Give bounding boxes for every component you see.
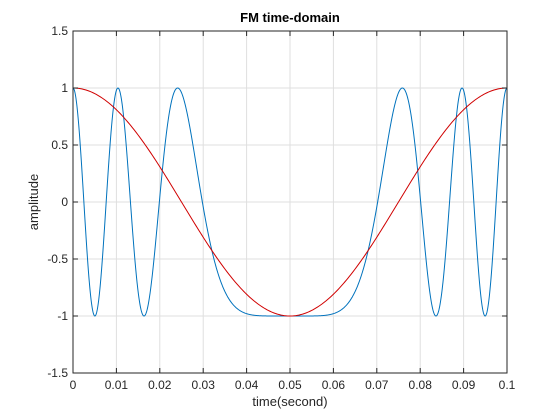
series-group [72,87,508,317]
x-tick-label: 0.09 [452,378,476,392]
x-tick-label: 0.01 [105,378,129,392]
y-axis-label: amplitude [26,174,41,230]
y-tick-label: 0.5 [51,138,68,152]
y-tick-labels: -1.5 -1 -0.5 0 0.5 1 1.5 [47,24,68,380]
x-tick-label: 0.03 [192,378,216,392]
x-tick-label: 0.07 [365,378,389,392]
y-tick-label: -1 [57,309,68,323]
x-tick-label: 0 [70,378,77,392]
x-tick-label: 0.06 [322,378,346,392]
x-tick-label: 0.08 [409,378,433,392]
chart-title: FM time-domain [240,10,340,25]
x-tick-label: 0.04 [235,378,259,392]
y-tick-label: 1.5 [51,24,68,38]
message-signal-line [72,87,508,317]
y-tick-label: 0 [61,195,68,209]
x-tick-label: 0.05 [278,378,302,392]
x-tick-labels: 0 0.01 0.02 0.03 0.04 0.05 0.06 0.07 0.08 0.09 0.1 [70,378,516,392]
y-tick-label: 1 [61,81,68,95]
y-tick-label: -0.5 [47,252,68,266]
x-tick-label: 0.1 [499,378,516,392]
y-tick-label: -1.5 [47,366,68,380]
tick-marks [72,30,508,374]
x-axis-label: time(second) [252,394,327,409]
x-tick-label: 0.02 [148,378,172,392]
